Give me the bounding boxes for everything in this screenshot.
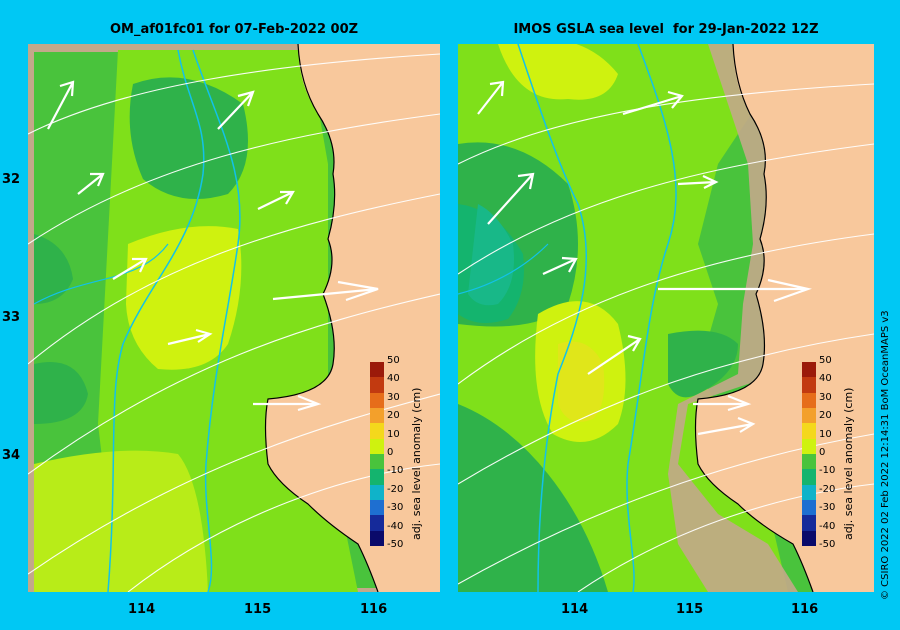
left-colorbar-label: -50 [387,539,404,550]
x-tick-114-right: 114 [561,602,589,617]
colorbar-segment [802,530,816,547]
colorbar-segment [370,438,384,455]
colorbar-segment [370,500,384,516]
left-colorbar-label: -20 [387,483,404,495]
x-tick-116-left: 116 [360,602,388,617]
left-colorbar-label: 30 [387,391,400,403]
right-colorbar-label: 50 [819,355,832,366]
x-tick-115-right: 115 [676,602,704,617]
left-colorbar-label: 40 [387,373,400,385]
left-colorbar-label: 0 [387,447,394,458]
colorbar-segment [802,500,816,516]
right-colorbar-label: -40 [819,520,836,532]
left-colorbar [370,362,384,547]
colorbar-segment [370,454,384,470]
left-colorbar-label: 20 [387,410,400,422]
credit-text: © CSIRO 2022 02 Feb 2022 12:14:31 BoM Oc… [880,310,891,600]
right-colorbar-label: -10 [819,465,836,477]
colorbar-segment [802,392,816,409]
left-colorbar-label: -10 [387,465,404,477]
right-colorbar-title: adj. sea level anomaly (cm) [842,387,855,540]
right-panel-title: IMOS GSLA sea level for 29-Jan-2022 12Z [513,22,819,37]
right-colorbar-label: 20 [819,410,832,422]
right-colorbar-label: 10 [819,428,832,440]
colorbar-segment [802,469,816,486]
left-colorbar-label: 10 [387,428,400,440]
x-tick-115-left: 115 [244,602,272,617]
x-tick-116-right: 116 [791,602,819,617]
y-tick-34: 34 [2,448,21,463]
colorbar-segment [370,392,384,409]
colorbar-segment [802,484,816,501]
right-colorbar-label: 30 [819,391,832,403]
colorbar-segment [802,438,816,455]
right-colorbar-label: -30 [819,502,836,514]
left-colorbar-title: adj. sea level anomaly (cm) [410,387,423,540]
x-tick-114-left: 114 [128,602,156,617]
colorbar-segment [802,377,816,394]
y-tick-33: 33 [2,310,21,325]
colorbar-segment [802,423,816,440]
colorbar-segment [370,469,384,486]
colorbar-segment [370,423,384,440]
right-colorbar [802,362,816,547]
colorbar-segment [802,362,816,378]
colorbar-segment [370,408,384,424]
y-tick-32: 32 [2,172,21,187]
left-colorbar-label: 50 [387,355,400,366]
colorbar-segment [370,362,384,378]
colorbar-segment [370,484,384,501]
colorbar-segment [370,530,384,547]
right-colorbar-label: -50 [819,539,836,550]
colorbar-segment [370,515,384,532]
colorbar-segment [802,515,816,532]
right-colorbar-label: 40 [819,373,832,385]
left-colorbar-label: -30 [387,502,404,514]
colorbar-segment [802,408,816,424]
right-colorbar-label: -20 [819,483,836,495]
left-panel-title: OM_af01fc01 for 07-Feb-2022 00Z [109,22,359,37]
right-colorbar-label: 0 [819,447,826,458]
left-colorbar-label: -40 [387,520,404,532]
colorbar-segment [802,454,816,470]
colorbar-segment [370,377,384,394]
left-sea-level-map [28,44,440,592]
